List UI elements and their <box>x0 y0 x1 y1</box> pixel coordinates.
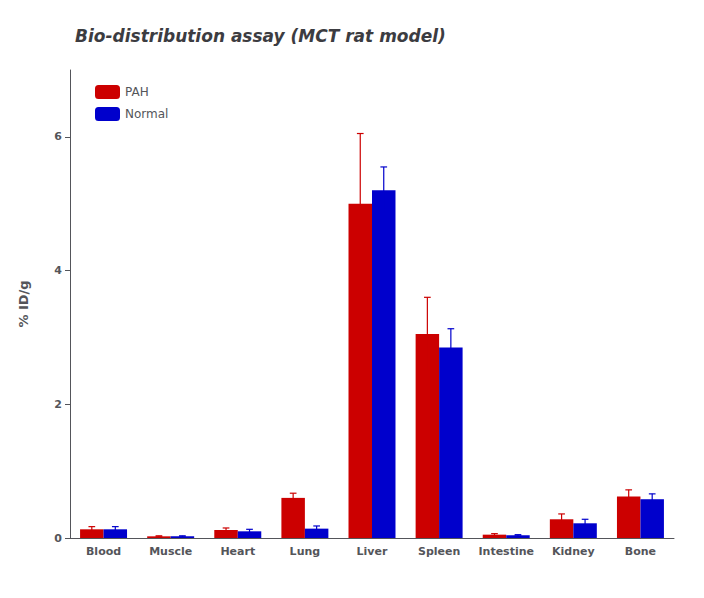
svg-text:Kidney: Kidney <box>552 545 595 558</box>
svg-text:PAH: PAH <box>125 85 149 99</box>
svg-text:Muscle: Muscle <box>149 545 192 558</box>
svg-text:Blood: Blood <box>86 545 121 558</box>
svg-text:0: 0 <box>54 532 62 545</box>
svg-text:Heart: Heart <box>220 545 255 558</box>
svg-text:Spleen: Spleen <box>418 545 460 558</box>
svg-text:Bone: Bone <box>625 545 656 558</box>
svg-text:% ID/g: % ID/g <box>16 280 31 327</box>
svg-text:Lung: Lung <box>290 545 321 558</box>
svg-text:6: 6 <box>54 130 62 143</box>
svg-text:Bio-distribution assay (MCT ra: Bio-distribution assay (MCT rat model) <box>75 26 446 46</box>
svg-text:4: 4 <box>54 264 62 277</box>
svg-text:2: 2 <box>54 398 62 411</box>
svg-text:Intestine: Intestine <box>478 545 534 558</box>
svg-text:Normal: Normal <box>125 107 168 121</box>
svg-text:Liver: Liver <box>357 545 388 558</box>
